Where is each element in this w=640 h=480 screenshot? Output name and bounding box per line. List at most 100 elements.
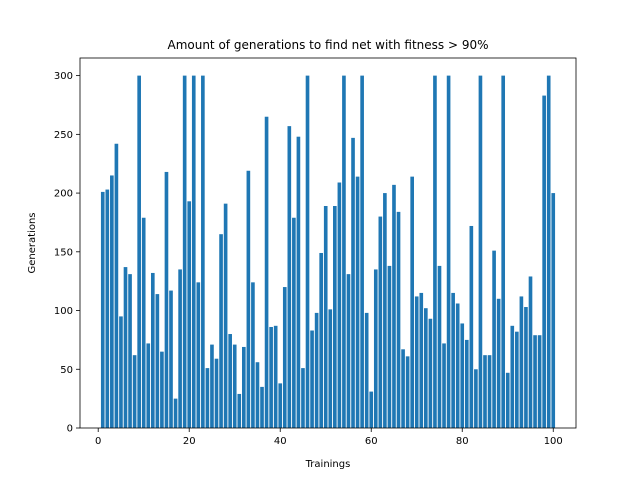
bar <box>310 330 314 428</box>
bar <box>246 170 251 428</box>
bar <box>292 217 296 428</box>
bar <box>169 290 173 428</box>
bar <box>396 211 401 428</box>
bar <box>501 75 506 429</box>
y-axis-ticks: 0 50 100 150 200 250 300 <box>54 71 80 435</box>
bar <box>264 116 269 428</box>
bar <box>232 344 237 428</box>
bar <box>305 75 310 429</box>
bar <box>164 171 169 428</box>
bar <box>510 325 515 428</box>
bar <box>387 265 392 428</box>
bar <box>515 331 519 428</box>
bar <box>137 75 141 429</box>
bar <box>464 339 469 428</box>
bar <box>269 326 273 428</box>
bar <box>378 216 383 428</box>
bar <box>119 316 123 428</box>
bar <box>319 252 323 428</box>
bar <box>123 267 128 428</box>
bar <box>551 193 556 428</box>
bar <box>364 312 369 428</box>
bar <box>328 309 333 428</box>
y-tick-label: 50 <box>60 365 73 376</box>
y-tick-label: 250 <box>54 130 73 141</box>
bar <box>410 176 414 428</box>
bar <box>487 355 492 428</box>
bar <box>369 391 374 428</box>
bar <box>282 287 287 428</box>
bar <box>455 303 460 428</box>
bar <box>492 250 496 428</box>
bar <box>483 355 487 428</box>
bar <box>323 206 328 428</box>
bar <box>210 344 214 428</box>
y-tick-label: 100 <box>54 306 73 317</box>
bar <box>524 307 528 428</box>
bars-group <box>100 75 556 429</box>
bar <box>355 176 360 428</box>
bar <box>505 372 510 428</box>
bar <box>273 325 278 428</box>
bar <box>214 358 219 428</box>
bar <box>155 294 160 428</box>
x-tick-label: 20 <box>183 436 196 447</box>
x-tick-label: 0 <box>95 436 101 447</box>
bar <box>373 269 378 428</box>
bar <box>128 274 132 428</box>
chart-title: Amount of generations to find net with f… <box>167 38 488 52</box>
bar <box>405 356 410 428</box>
bar <box>110 175 114 428</box>
bar <box>496 298 501 428</box>
y-tick-label: 300 <box>54 71 73 82</box>
bar <box>314 312 319 428</box>
bar <box>251 282 255 428</box>
bar <box>114 143 119 428</box>
bar <box>342 75 346 429</box>
bar <box>542 95 546 428</box>
x-tick-label: 100 <box>544 436 563 447</box>
bar <box>173 398 178 428</box>
bar <box>182 75 187 429</box>
y-tick-label: 200 <box>54 189 73 200</box>
bar <box>333 206 337 428</box>
bar <box>528 276 533 428</box>
bar <box>191 75 196 429</box>
x-tick-label: 60 <box>365 436 378 447</box>
bar <box>178 269 182 428</box>
bar <box>296 136 301 428</box>
bar <box>533 335 537 428</box>
bar <box>360 75 364 429</box>
bar <box>392 184 396 428</box>
bar <box>446 75 451 429</box>
x-axis-label: Trainings <box>305 459 351 470</box>
bar <box>437 265 442 428</box>
bar <box>219 234 223 428</box>
bar <box>100 191 105 428</box>
bar <box>278 383 283 428</box>
bar <box>132 355 137 428</box>
bar <box>196 282 201 428</box>
y-axis-label: Generations <box>27 213 38 274</box>
bar <box>428 318 433 428</box>
bar <box>287 126 292 428</box>
bar <box>223 203 228 428</box>
bar <box>351 137 355 428</box>
bar <box>546 75 551 429</box>
bar <box>519 296 524 428</box>
y-tick-label: 150 <box>54 247 73 258</box>
bar <box>346 274 351 428</box>
bar <box>201 75 205 429</box>
bar <box>401 349 405 428</box>
bar <box>187 201 192 428</box>
x-axis-ticks: 0 20 40 60 80 100 <box>95 428 563 447</box>
x-tick-label: 40 <box>274 436 287 447</box>
bar <box>424 308 428 428</box>
bar <box>237 393 242 428</box>
bar <box>150 272 155 428</box>
bar <box>228 334 232 428</box>
bar <box>105 189 110 428</box>
bar <box>205 368 210 428</box>
bar <box>469 225 474 428</box>
